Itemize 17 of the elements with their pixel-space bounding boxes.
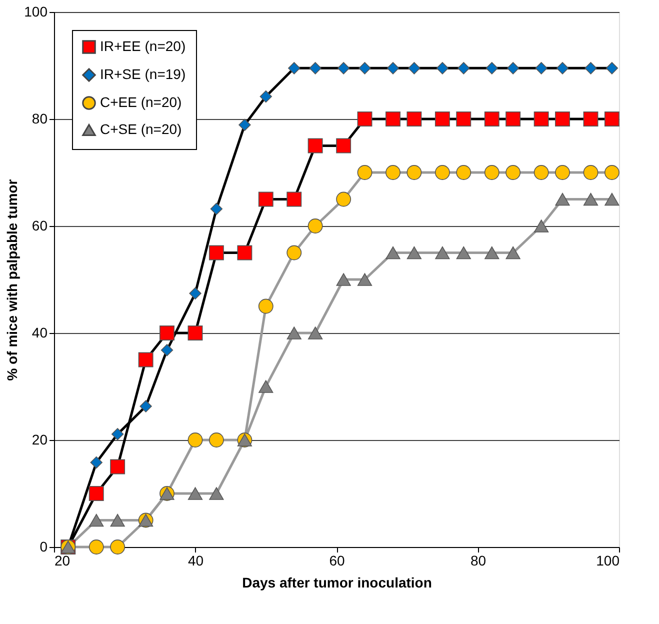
legend-label: IR+SE (n=19) [100,66,186,82]
y-axis-title: % of mice with palpable tumor [4,178,20,381]
legend-label: C+EE (n=20) [100,94,182,110]
y-tick-label: 40 [32,324,48,340]
y-tick-label: 20 [32,432,48,448]
legend-label: C+SE (n=20) [100,121,182,137]
y-tick-label: 60 [32,218,48,234]
legend-label: IR+EE (n=20) [100,38,186,54]
y-tick-label: 100 [24,4,48,20]
x-tick-label: 40 [188,552,204,568]
y-tick-label: 80 [32,110,48,126]
x-tick-label: 100 [596,552,620,568]
y-tick-label: 0 [40,538,48,554]
x-tick-label: 20 [54,552,70,568]
x-tick-label: 60 [329,552,345,568]
x-tick-label: 80 [470,552,486,568]
x-axis-title: Days after tumor inoculation [242,574,432,590]
